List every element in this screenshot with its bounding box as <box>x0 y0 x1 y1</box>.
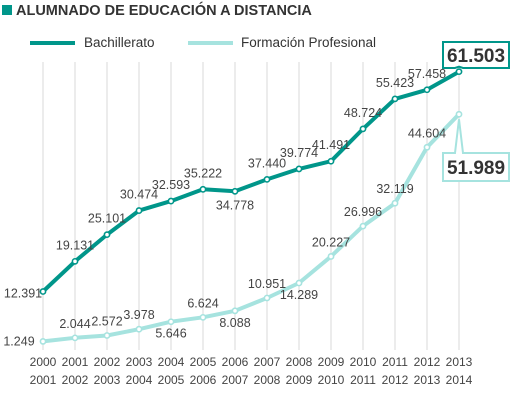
data-point <box>167 318 175 326</box>
value-label: 12.391 <box>4 287 42 301</box>
value-label: 5.646 <box>155 327 186 341</box>
x-tick-label: 2004 <box>158 355 185 369</box>
x-tick-label: 2012 <box>382 373 409 387</box>
callout-box-formacion-profesional <box>442 119 510 182</box>
x-tick-label: 2013 <box>446 355 473 369</box>
data-point <box>391 95 399 103</box>
value-label: 25.101 <box>88 212 126 226</box>
x-tick-label: 2001 <box>62 355 89 369</box>
x-tick-label: 2013 <box>414 373 441 387</box>
legend-label-formacion-profesional: Formación Profesional <box>241 35 376 50</box>
data-point <box>135 207 143 214</box>
value-label: 55.423 <box>376 76 414 90</box>
x-tick-label: 2006 <box>190 373 217 387</box>
value-label: 32.119 <box>376 182 413 196</box>
value-label: 57.458 <box>408 67 446 81</box>
value-label: 8.088 <box>219 316 250 330</box>
x-tick-label: 2009 <box>318 355 345 369</box>
chart-title: ALUMNADO DE EDUCACIÓN A DISTANCIA <box>16 1 312 19</box>
callout-box-bachillerato <box>442 41 510 69</box>
x-axis-ticks: 2000 2001 2001 2002 2002 2003 2003 2004 2004 2005… <box>30 355 473 387</box>
x-tick-label: 2002 <box>94 355 121 369</box>
data-point <box>199 185 207 193</box>
x-tick-label: 2014 <box>446 373 473 387</box>
x-tick-label: 2003 <box>126 355 153 369</box>
value-label: 14.289 <box>280 288 318 302</box>
callouts: 61.503 51.989 <box>442 41 510 182</box>
value-label: 37.440 <box>248 156 286 170</box>
value-label: 35.222 <box>184 166 222 180</box>
value-label: 34.778 <box>216 198 254 212</box>
x-tick-label: 2000 <box>30 355 57 369</box>
data-point <box>103 332 111 339</box>
data-point <box>423 143 431 151</box>
value-label: 32.593 <box>152 178 190 192</box>
data-point <box>423 86 431 94</box>
x-tick-label: 2012 <box>414 355 441 369</box>
value-label: 10.951 <box>248 277 286 291</box>
x-tick-label: 2010 <box>318 373 345 387</box>
callout-value-bachillerato: 61.503 <box>447 46 505 67</box>
value-label: 2.572 <box>91 314 122 328</box>
legend-label-bachillerato: Bachillerato <box>84 35 155 50</box>
x-tick-label: 2004 <box>126 373 153 387</box>
callout-value-formacion-profesional: 51.989 <box>447 158 505 179</box>
series-line-formacion-profesional <box>41 112 461 344</box>
value-label: 48.724 <box>344 106 382 120</box>
data-points <box>39 68 463 345</box>
x-tick-label: 2007 <box>222 373 249 387</box>
value-label: 1.249 <box>3 334 34 348</box>
x-tick-label: 2009 <box>286 373 313 387</box>
data-point <box>167 197 175 205</box>
value-label: 3.978 <box>123 308 154 322</box>
data-point <box>295 165 303 173</box>
data-point <box>263 294 271 302</box>
data-point <box>391 199 399 207</box>
x-tick-label: 2008 <box>254 373 281 387</box>
data-point <box>455 110 463 118</box>
data-point <box>103 231 111 239</box>
data-point <box>327 157 335 165</box>
value-label: 2.044 <box>59 317 90 331</box>
x-tick-label: 2005 <box>190 355 217 369</box>
data-point <box>455 68 463 76</box>
title-marker <box>2 5 12 15</box>
value-label: 30.474 <box>120 188 158 202</box>
data-point <box>359 222 367 230</box>
value-label: 19.131 <box>56 238 94 252</box>
value-label: 41.491 <box>312 138 350 152</box>
data-point <box>135 325 143 333</box>
data-point <box>263 175 271 183</box>
x-tick-label: 2005 <box>158 373 185 387</box>
x-tick-label: 2008 <box>286 355 313 369</box>
series-lines <box>41 69 461 344</box>
value-label: 26.996 <box>344 205 382 219</box>
data-point <box>295 279 303 287</box>
data-point <box>39 338 47 345</box>
x-tick-label: 2011 <box>350 373 376 387</box>
value-label: 39.774 <box>280 146 318 160</box>
x-tick-label: 2002 <box>62 373 89 387</box>
value-label: 20.227 <box>312 235 350 249</box>
x-tick-label: 2001 <box>30 373 57 387</box>
value-label: 44.604 <box>408 126 446 140</box>
data-point <box>71 257 79 265</box>
x-tick-label: 2007 <box>254 355 281 369</box>
series-line-bachillerato <box>41 69 461 294</box>
data-point <box>39 288 47 295</box>
data-point <box>71 334 79 342</box>
value-label: 6.624 <box>187 296 218 310</box>
data-point <box>327 253 335 260</box>
data-point <box>231 307 239 315</box>
x-tick-label: 2010 <box>350 355 377 369</box>
x-tick-label: 2003 <box>94 373 121 387</box>
data-point <box>359 125 367 133</box>
x-tick-label: 2006 <box>222 355 249 369</box>
data-point <box>231 187 239 195</box>
x-tick-label: 2011 <box>382 355 408 369</box>
data-point <box>199 313 207 321</box>
